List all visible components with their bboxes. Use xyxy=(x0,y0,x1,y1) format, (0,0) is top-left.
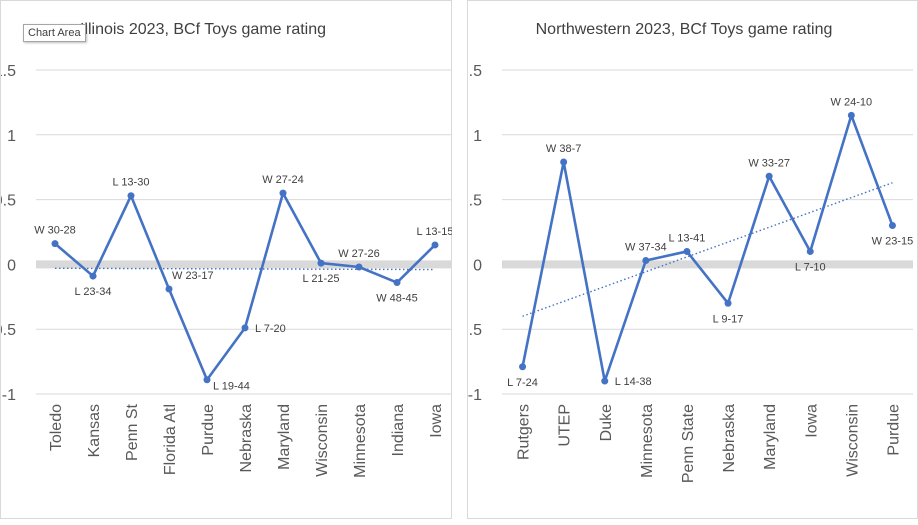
northwestern-data-point xyxy=(888,222,896,230)
illinois-y-tick-label: 1 xyxy=(7,128,16,145)
illinois-data-point xyxy=(89,272,97,280)
northwestern-x-tick-label: Rutgers xyxy=(516,404,533,460)
illinois-x-tick-label: Wisconsin xyxy=(314,404,331,477)
illinois-chart-area[interactable]: Illinois 2023, BCf Toys game rating 1.5 1 0… xyxy=(0,0,454,519)
illinois-x-tick-label: Iowa xyxy=(428,404,445,438)
illinois-data-label: L 13-30 xyxy=(113,177,150,189)
northwestern-x-tick-label: Wisconsin xyxy=(844,404,861,477)
illinois-data-label: W 48-45 xyxy=(376,293,418,305)
illinois-data-point xyxy=(127,192,135,200)
illinois-data-point xyxy=(355,263,363,271)
illinois-x-tick-label: Indiana xyxy=(390,404,407,457)
northwestern-data-label: L 14-38 xyxy=(615,376,652,388)
illinois-y-tick-label: -1 xyxy=(2,387,16,404)
illinois-x-tick-label: Florida Atl xyxy=(162,404,179,475)
northwestern-data-point xyxy=(642,257,650,265)
illinois-x-tick-label: Purdue xyxy=(200,404,217,456)
northwestern-chart-svg: Northwestern 2023, BCf Toys game rating 1… xyxy=(454,21,914,483)
illinois-y-tick-label: -0.5 xyxy=(1,322,16,339)
illinois-data-label: L 19-44 xyxy=(213,381,250,393)
illinois-data-point xyxy=(317,259,325,267)
illinois-x-tick-label: Nebraska xyxy=(238,404,255,473)
northwestern-chart-area[interactable]: Northwestern 2023, BCf Toys game rating 1… xyxy=(454,0,918,519)
northwestern-y-tick-label: -1 xyxy=(468,387,482,404)
illinois-zero-axis-band xyxy=(36,260,454,269)
northwestern-y-tick-label: 0.5 xyxy=(468,193,482,210)
chart-area-tooltip: Chart Area xyxy=(23,24,86,42)
northwestern-data-point xyxy=(560,158,568,166)
illinois-x-tick-label: Toledo xyxy=(48,404,65,451)
northwestern-x-tick-label: UTEP xyxy=(557,404,574,447)
illinois-series-line xyxy=(54,191,436,382)
northwestern-x-tick-label: Nebraska xyxy=(721,404,738,473)
northwestern-data-label: L 13-41 xyxy=(668,232,705,244)
northwestern-chart-title: Northwestern 2023, BCf Toys game rating xyxy=(536,21,833,38)
illinois-y-tick-label: 1.5 xyxy=(1,63,16,80)
illinois-data-point xyxy=(165,285,173,293)
northwestern-data-label: L 7-10 xyxy=(795,261,826,273)
illinois-x-tick-label: Kansas xyxy=(86,404,103,457)
northwestern-data-point xyxy=(724,299,732,307)
illinois-data-point xyxy=(279,189,287,197)
illinois-x-tick-label: Minnesota xyxy=(352,404,369,478)
illinois-data-label: W 27-24 xyxy=(262,174,304,186)
northwestern-data-point xyxy=(765,172,773,180)
northwestern-data-label: W 38-7 xyxy=(546,143,581,155)
illinois-chart-title: Illinois 2023, BCf Toys game rating xyxy=(80,21,326,38)
northwestern-data-label: W 24-10 xyxy=(831,96,873,108)
northwestern-data-label: L 7-24 xyxy=(507,377,538,389)
northwestern-data-point xyxy=(683,247,691,255)
northwestern-x-tick-label: Iowa xyxy=(803,404,820,438)
northwestern-data-label: W 37-34 xyxy=(625,242,667,254)
northwestern-x-tick-label: Maryland xyxy=(762,404,779,470)
northwestern-y-tick-label: 1.5 xyxy=(468,63,482,80)
illinois-trendline xyxy=(54,267,436,271)
northwestern-data-label: L 9-17 xyxy=(713,313,744,325)
northwestern-data-point xyxy=(847,111,855,119)
illinois-chart-svg: Illinois 2023, BCf Toys game rating 1.5 1 0… xyxy=(0,21,454,478)
illinois-x-tick-label: Maryland xyxy=(276,404,293,470)
northwestern-y-tick-label: 0 xyxy=(473,257,482,274)
illinois-data-label: L 23-34 xyxy=(75,286,112,298)
illinois-data-point xyxy=(241,324,249,332)
illinois-data-point xyxy=(393,279,401,287)
northwestern-trendline xyxy=(522,182,893,317)
northwestern-zero-axis-band xyxy=(502,260,913,269)
northwestern-y-tick-label: -0.5 xyxy=(468,322,482,339)
northwestern-x-tick-label: Penn State xyxy=(680,404,697,483)
northwestern-data-label: W 33-27 xyxy=(748,157,790,169)
illinois-x-tick-label: Penn St xyxy=(124,403,141,460)
illinois-data-label: W 30-28 xyxy=(34,225,76,237)
northwestern-data-label: W 23-15 xyxy=(872,236,914,248)
northwestern-x-tick-label: Duke xyxy=(598,404,615,441)
illinois-data-point xyxy=(51,240,59,248)
northwestern-x-tick-label: Minnesota xyxy=(639,404,656,478)
northwestern-data-point xyxy=(601,377,609,385)
sheet-gap xyxy=(452,0,467,519)
illinois-data-label: L 21-25 xyxy=(303,273,340,285)
illinois-y-tick-label: 0 xyxy=(7,257,16,274)
northwestern-x-tick-label: Purdue xyxy=(885,404,902,456)
northwestern-y-tick-label: 1 xyxy=(473,128,482,145)
illinois-y-tick-label: 0.5 xyxy=(1,193,16,210)
illinois-data-label: W 27-26 xyxy=(338,248,380,260)
northwestern-series-line xyxy=(521,114,894,383)
illinois-data-label: L 7-20 xyxy=(255,323,286,335)
illinois-data-label: L 13-15 xyxy=(417,226,453,238)
illinois-data-label: W 23-17 xyxy=(172,270,214,282)
northwestern-data-point xyxy=(806,247,814,255)
northwestern-data-point xyxy=(519,363,527,371)
illinois-data-point xyxy=(203,376,211,384)
illinois-data-point xyxy=(431,241,439,249)
